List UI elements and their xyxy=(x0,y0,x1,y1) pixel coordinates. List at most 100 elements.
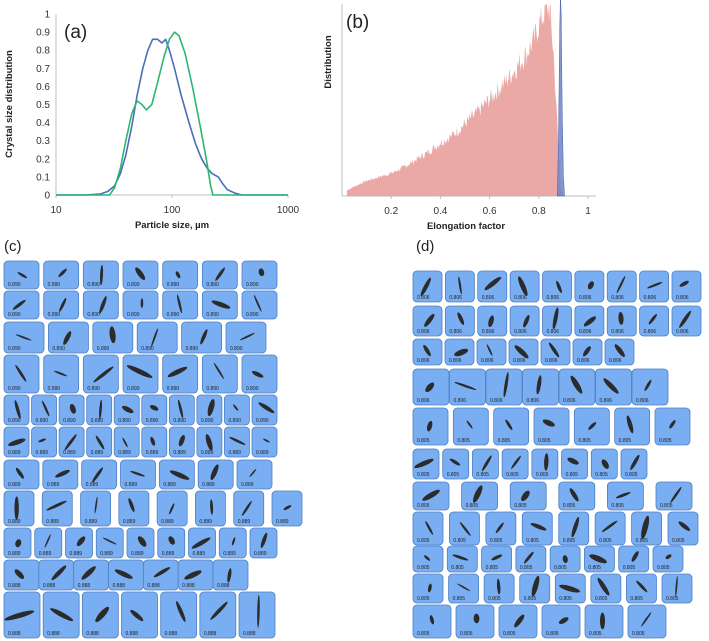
crystal-shape xyxy=(12,299,26,310)
crystal-tile: 0.890 xyxy=(162,354,199,394)
crystal-shape xyxy=(567,457,579,465)
crystal-shape xyxy=(64,434,77,451)
crystal-shape xyxy=(102,537,117,545)
crystal-shape xyxy=(496,578,501,595)
crystal-tile: 0.805 xyxy=(442,448,470,480)
crystal-tile: 0.888 xyxy=(42,591,80,639)
crystal-shape xyxy=(425,382,435,393)
tile-elongation-label: 0.890 xyxy=(52,346,65,352)
panel-label-d: (d) xyxy=(416,238,434,255)
crystal-shape xyxy=(153,567,171,578)
chart-b-x-tick-label: 0.6 xyxy=(483,206,497,217)
crystal-tile: 0.890 xyxy=(86,394,113,426)
tile-elongation-label: 0.890 xyxy=(48,282,61,288)
tile-elongation-label: 0.889 xyxy=(146,450,159,456)
tile-elongation-label: 0.889 xyxy=(228,450,241,456)
crystal-shape xyxy=(58,268,67,278)
tile-elongation-label: 0.890 xyxy=(87,312,100,318)
chart-a-y-tick-label: 0.3 xyxy=(36,136,50,147)
tile-elongation-label: 0.890 xyxy=(141,346,154,352)
crystal-shape xyxy=(169,470,190,480)
crystal-shape xyxy=(14,400,21,419)
tile-elongation-label: 0.890 xyxy=(63,418,76,424)
crystal-tile: 0.889 xyxy=(233,490,265,527)
crystal-shape xyxy=(178,434,185,447)
crystal-tile: 0.890 xyxy=(241,290,278,320)
tile-elongation-label: 0.806 xyxy=(449,329,462,335)
tile-elongation-label: 0.805 xyxy=(563,538,576,544)
tile-elongation-label: 0.888 xyxy=(47,631,60,637)
tile-elongation-label: 0.805 xyxy=(447,472,460,478)
chart-a-size-distribution: 00.10.20.30.40.50.60.70.80.91 10 100 1000 … xyxy=(4,10,300,232)
crystal-tile: 0.889 xyxy=(42,459,79,490)
crystal-tile: 0.805 xyxy=(661,573,693,604)
tile-elongation-label: 0.806 xyxy=(547,329,560,335)
crystal-shape xyxy=(424,313,435,327)
crystal-shape xyxy=(4,610,35,621)
crystal-shape xyxy=(552,307,559,330)
tile-elongation-label: 0.890 xyxy=(8,386,21,392)
tile-elongation-label: 0.805 xyxy=(457,438,470,444)
crystal-shape xyxy=(473,613,480,624)
crystal-shape xyxy=(599,612,606,630)
crystal-tile: 0.889 xyxy=(218,527,247,559)
crystal-tile: 0.805 xyxy=(561,448,588,480)
crystal-tile: 0.806 xyxy=(476,338,507,366)
crystal-tile: 0.890 xyxy=(3,290,40,320)
tile-elongation-label: 0.805 xyxy=(490,538,503,544)
tile-elongation-label: 0.890 xyxy=(167,312,180,318)
tile-elongation-label: 0.805 xyxy=(524,596,537,602)
crystal-tile: 0.888 xyxy=(238,591,276,639)
tile-elongation-label: 0.890 xyxy=(36,418,49,424)
crystal-tile: 0.805 xyxy=(501,448,529,480)
chart-a-y-tick-label: 0.2 xyxy=(36,154,50,165)
crystal-shape xyxy=(542,419,555,427)
tile-elongation-label: 0.889 xyxy=(70,551,83,557)
crystal-shape xyxy=(15,539,22,548)
tile-elongation-label: 0.806 xyxy=(417,358,430,364)
chart-a-y-axis-title: Crystal size distribution xyxy=(4,50,15,158)
tile-elongation-label: 0.889 xyxy=(8,482,21,488)
crystal-tile: 0.889 xyxy=(141,426,168,458)
tile-elongation-label: 0.805 xyxy=(563,503,576,509)
crystal-shape xyxy=(126,365,153,378)
crystal-shape xyxy=(227,568,232,583)
chart-b-x-tick-label: 0.8 xyxy=(532,206,546,217)
chart-b-x-tick-label: 1 xyxy=(585,206,591,217)
crystal-tile: 0.805 xyxy=(594,511,626,546)
crystal-tile: 0.805 xyxy=(654,407,691,446)
tile-elongation-label: 0.806 xyxy=(514,329,527,335)
crystal-shape xyxy=(93,366,114,383)
crystal-shape xyxy=(616,275,626,294)
tile-elongation-label: 0.806 xyxy=(481,358,494,364)
crystal-tile: 0.888 xyxy=(81,591,119,639)
crystal-tile: 0.890 xyxy=(3,321,45,354)
crystal-shape xyxy=(205,434,213,451)
tile-elongation-label: 0.806 xyxy=(577,358,590,364)
crystal-shape xyxy=(76,536,86,547)
chart-b-x-axis-title: Elongation factor xyxy=(427,221,505,232)
tile-elongation-label: 0.805 xyxy=(498,438,511,444)
crystal-tile: 0.890 xyxy=(241,260,278,290)
crystal-tile: 0.806 xyxy=(639,270,670,303)
crystal-tile: 0.806 xyxy=(522,368,559,406)
crystal-shape xyxy=(176,601,186,622)
crystal-shape xyxy=(191,537,211,549)
crystal-shape xyxy=(558,617,569,625)
crystal-tile: 0.805 xyxy=(498,604,538,639)
crystal-shape xyxy=(616,492,631,499)
tile-elongation-label: 0.890 xyxy=(167,282,180,288)
tile-elongation-label: 0.806 xyxy=(482,329,495,335)
crystal-tile: 0.805 xyxy=(573,407,610,446)
crystal-tile: 0.888 xyxy=(177,559,214,591)
crystal-tile: 0.889 xyxy=(3,459,40,490)
tile-elongation-label: 0.889 xyxy=(100,551,113,557)
crystal-shape xyxy=(210,601,228,620)
chart-a-series-green-line xyxy=(56,31,288,196)
tile-elongation-label: 0.805 xyxy=(625,472,638,478)
crystal-shape xyxy=(53,370,68,377)
tile-elongation-label: 0.888 xyxy=(126,631,139,637)
crystal-tile: 0.890 xyxy=(58,394,85,426)
crystal-tile: 0.805 xyxy=(485,511,517,546)
crystal-shape xyxy=(523,551,534,564)
